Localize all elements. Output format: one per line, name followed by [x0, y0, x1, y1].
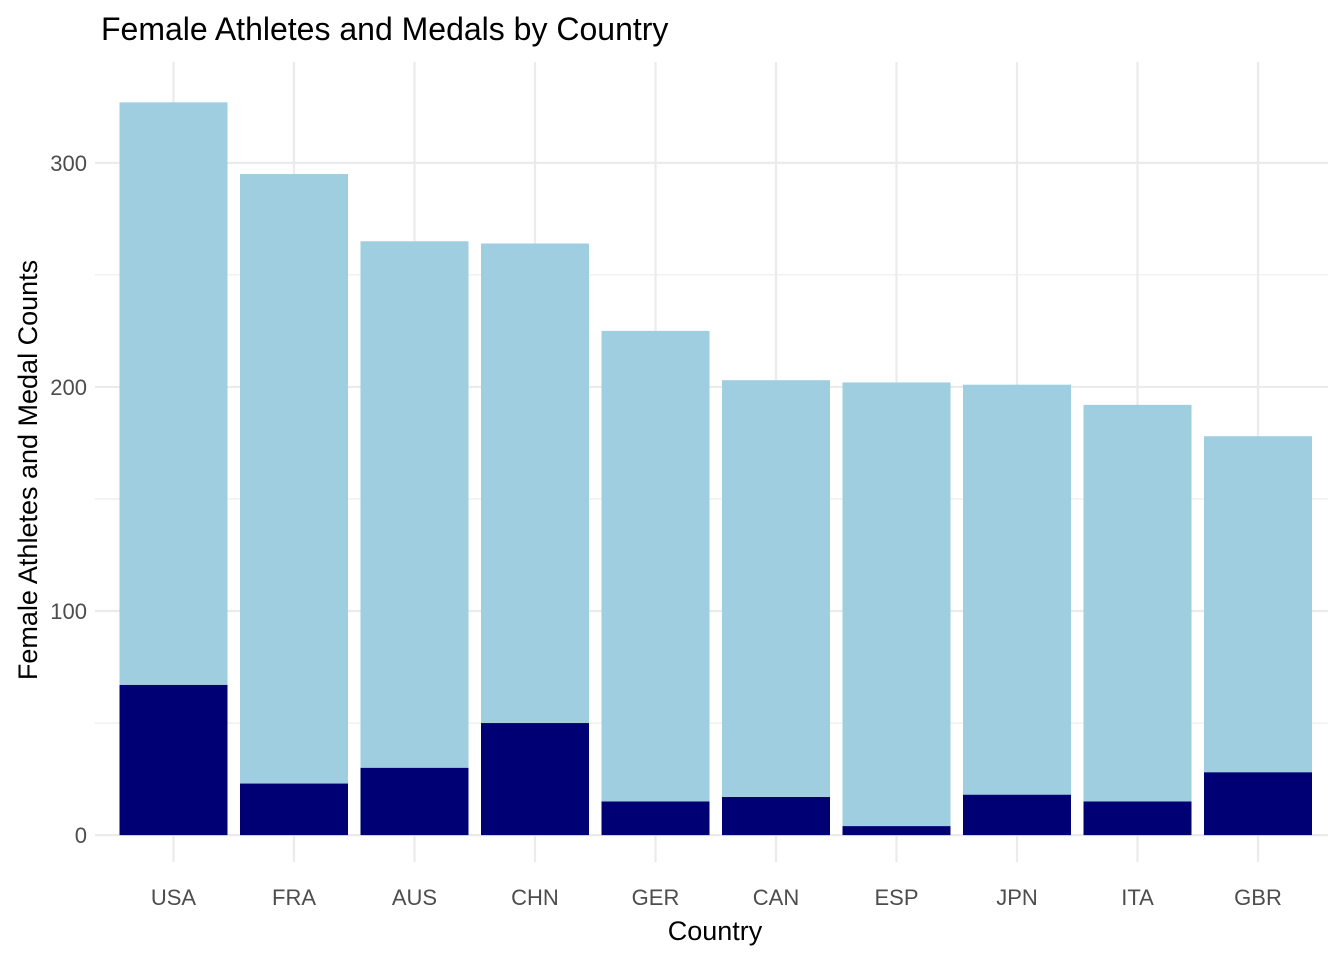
- bar-medals: [722, 797, 830, 836]
- y-tick-label: 300: [50, 151, 87, 176]
- bar-medals: [1083, 801, 1192, 836]
- bar-female-athletes: [842, 382, 951, 836]
- x-tick-label: AUS: [392, 885, 437, 910]
- x-axis-title: Country: [668, 916, 763, 946]
- y-tick-label: 200: [50, 375, 87, 400]
- bar-female-athletes: [963, 384, 1071, 836]
- bar-female-athletes: [360, 241, 469, 836]
- chart-title: Female Athletes and Medals by Country: [101, 11, 668, 47]
- bar-medals: [963, 794, 1071, 836]
- bar-female-athletes: [1204, 436, 1312, 836]
- bar-medals: [601, 801, 710, 836]
- bar-medals: [360, 767, 469, 836]
- tick-labels: 0 100 200 300 USA FRA AUS CHN GER CAN ESP JPN ITA GBR: [50, 151, 1282, 910]
- x-tick-label: CAN: [753, 885, 799, 910]
- bar-medals: [240, 783, 348, 836]
- bar-medals: [842, 826, 951, 836]
- x-tick-label: FRA: [272, 885, 316, 910]
- x-tick-label: GBR: [1234, 885, 1282, 910]
- x-tick-label: CHN: [511, 885, 559, 910]
- bar-female-athletes: [240, 174, 348, 836]
- bar-female-athletes: [1083, 404, 1192, 836]
- bars-layer: [119, 102, 1312, 836]
- bar-female-athletes: [722, 380, 830, 836]
- bar-medals: [119, 684, 228, 836]
- x-tick-label: ESP: [874, 885, 918, 910]
- x-tick-label: GER: [632, 885, 680, 910]
- y-axis-title: Female Athletes and Medal Counts: [13, 260, 43, 680]
- y-tick-label: 0: [75, 823, 87, 848]
- bar-medals: [481, 723, 589, 836]
- bar-medals: [1204, 772, 1312, 836]
- x-tick-label: JPN: [996, 885, 1038, 910]
- x-tick-label: USA: [151, 885, 197, 910]
- bar-female-athletes: [601, 330, 710, 836]
- y-tick-label: 100: [50, 599, 87, 624]
- x-tick-label: ITA: [1121, 885, 1154, 910]
